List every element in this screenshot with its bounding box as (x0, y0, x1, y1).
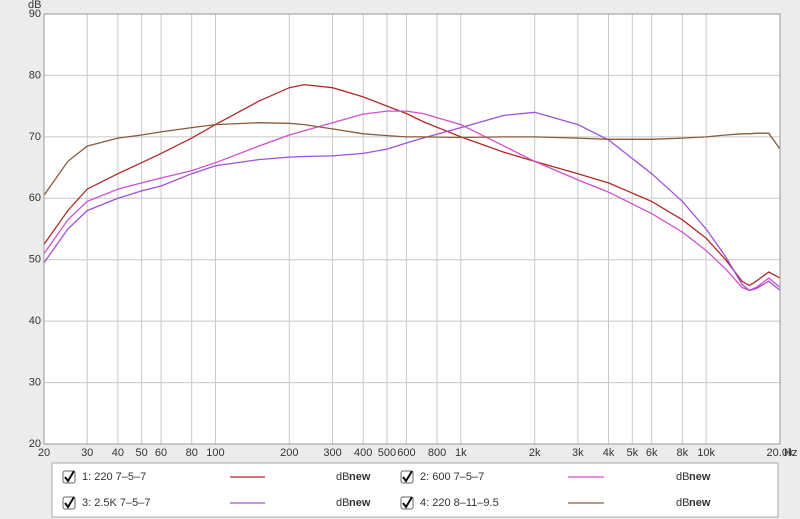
legend-unit: dB (676, 471, 689, 483)
x-tick-label: 6k (646, 447, 658, 459)
series-line (43, 111, 781, 292)
x-tick-label: 3k (572, 447, 584, 459)
legend-unit: dB (336, 471, 349, 483)
x-tick-label: 400 (354, 447, 372, 459)
x-tick-label: 10k (697, 447, 715, 459)
y-tick-label: 40 (29, 315, 41, 327)
series-line (43, 110, 781, 292)
checkmark (402, 496, 413, 509)
x-tick-label: 500 (378, 447, 396, 459)
x-tick-label: 50 (136, 447, 148, 459)
x-tick-label: 8k (677, 447, 689, 459)
x-tick-label: 60 (155, 447, 167, 459)
y-axis-label: dB (28, 0, 41, 11)
legend-label: 1: 220 7–5–7 (82, 471, 146, 483)
checkmark (64, 470, 75, 483)
legend-new[interactable]: new (349, 497, 371, 509)
series-line (43, 122, 781, 196)
legend-new[interactable]: new (689, 497, 711, 509)
x-tick-label: 200 (280, 447, 298, 459)
legend-unit: dB (676, 497, 689, 509)
legend-label: 4: 220 8–11–9.5 (420, 497, 499, 509)
legend (51, 462, 779, 518)
y-tick-label: 20 (29, 438, 41, 450)
y-tick-label: 50 (29, 254, 41, 266)
y-tick-label: 80 (29, 69, 41, 81)
x-tick-label: 30 (81, 447, 93, 459)
x-tick-label: 4k (603, 447, 615, 459)
legend-label: 3: 2.5K 7–5–7 (82, 497, 151, 509)
x-tick-label: 100 (206, 447, 224, 459)
checkmark (402, 470, 413, 483)
legend-new[interactable]: new (349, 471, 371, 483)
series-line (43, 83, 781, 287)
legend-new[interactable]: new (689, 471, 711, 483)
y-tick-label: 90 (29, 8, 41, 20)
legend-label: 2: 600 7–5–7 (420, 471, 484, 483)
x-tick-label: 300 (323, 447, 341, 459)
x-tick-label: 5k (626, 447, 638, 459)
y-tick-label: 60 (29, 192, 41, 204)
x-tick-label: 20 (38, 447, 50, 459)
x-tick-label: 40 (112, 447, 124, 459)
x-tick-label: 20.0k (767, 447, 794, 459)
plot-border (43, 13, 781, 445)
x-tick-label: 800 (428, 447, 446, 459)
legend-unit: dB (336, 497, 349, 509)
y-tick-label: 70 (29, 131, 41, 143)
x-axis-label: Hz (784, 447, 797, 459)
x-tick-label: 2k (529, 447, 541, 459)
y-tick-label: 30 (29, 376, 41, 388)
x-tick-label: 80 (186, 447, 198, 459)
x-tick-label: 600 (397, 447, 415, 459)
x-tick-label: 1k (455, 447, 467, 459)
checkmark (64, 496, 75, 509)
plot-area (43, 13, 781, 445)
